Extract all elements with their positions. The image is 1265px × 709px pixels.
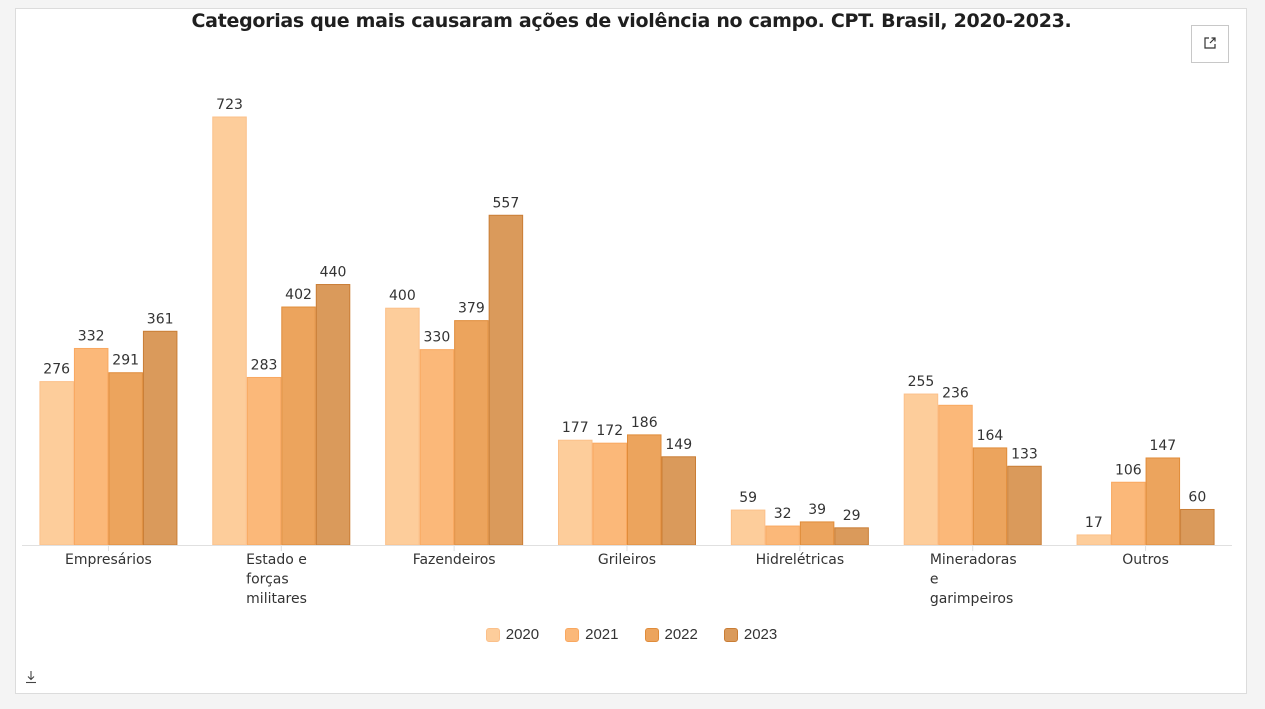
bar-2020[interactable] [903, 393, 939, 546]
bar-2021[interactable] [73, 347, 109, 546]
bar-2020[interactable] [39, 381, 74, 546]
bar-2023[interactable] [315, 284, 351, 546]
data-label: 147 [1149, 438, 1176, 454]
data-label: 60 [1188, 489, 1206, 505]
data-label: 291 [112, 353, 139, 369]
data-label: 172 [596, 423, 623, 439]
bar-2022[interactable] [281, 306, 316, 546]
data-label: 557 [493, 195, 520, 211]
data-label: 276 [43, 362, 70, 378]
bar-2022[interactable] [799, 521, 835, 546]
legend-label: 2022 [664, 626, 698, 643]
legend-label: 2021 [585, 626, 619, 643]
bar-2020[interactable] [385, 307, 420, 546]
category-label: Grileiros [598, 552, 656, 568]
legend-label: 2020 [505, 626, 540, 643]
data-label: 39 [808, 502, 826, 518]
data-label: 17 [1085, 515, 1103, 531]
data-label: 32 [774, 506, 792, 522]
bar-2022[interactable] [1145, 457, 1181, 546]
legend-swatch [485, 627, 500, 642]
data-label: 379 [458, 301, 485, 317]
bar-2021[interactable] [765, 525, 800, 546]
data-label: 402 [285, 287, 312, 303]
legend-item-2021[interactable]: 2021 [565, 626, 619, 643]
category-label: Fazendeiros [413, 552, 496, 568]
data-label: 440 [320, 265, 347, 281]
download-button[interactable] [22, 668, 40, 688]
bar-2023[interactable] [1180, 508, 1215, 546]
bar-2020[interactable] [1076, 534, 1112, 546]
bar-2020[interactable] [558, 439, 593, 546]
expand-button[interactable] [1191, 25, 1229, 63]
bar-2022[interactable] [627, 434, 662, 546]
legend-swatch [565, 627, 580, 642]
bar-2020[interactable] [212, 116, 247, 546]
data-label: 236 [942, 385, 969, 401]
data-label: 283 [251, 357, 278, 373]
legend-item-2022[interactable]: 2022 [644, 626, 698, 643]
legend-item-2023[interactable]: 2023 [723, 626, 778, 643]
legend-swatch [644, 627, 659, 642]
bar-2021[interactable] [938, 404, 973, 546]
category-label: Hidrelétricas [756, 552, 845, 568]
bar-2022[interactable] [972, 447, 1008, 546]
bar-2020[interactable] [730, 509, 766, 546]
data-label: 106 [1115, 462, 1142, 478]
legend: 2020 2021 2022 2023 [0, 626, 1263, 643]
bar-2023[interactable] [661, 456, 696, 546]
bar-2021[interactable] [246, 376, 282, 546]
data-label: 177 [562, 420, 589, 436]
bar-2023[interactable] [488, 214, 524, 546]
data-label: 255 [908, 374, 935, 390]
bar-2022[interactable] [108, 372, 143, 546]
bar-2021[interactable] [419, 349, 455, 546]
bar-2023[interactable] [834, 527, 869, 546]
bar-2022[interactable] [454, 320, 489, 546]
data-label: 59 [739, 490, 757, 506]
external-link-icon [1203, 35, 1217, 54]
bar-2021[interactable] [1111, 481, 1146, 546]
data-label: 29 [843, 508, 861, 524]
chart-title: Categorias que mais causaram ações de vi… [191, 10, 1072, 32]
legend-label: 2023 [743, 626, 778, 643]
data-label: 361 [147, 311, 174, 327]
data-label: 400 [389, 288, 416, 304]
category-label: Estado e forças militares [246, 552, 307, 607]
data-label: 133 [1011, 446, 1038, 462]
category-label: Outros [1122, 552, 1169, 568]
data-label: 149 [665, 437, 692, 453]
data-label: 332 [78, 328, 105, 344]
data-label: 723 [216, 97, 243, 113]
data-label: 186 [631, 415, 658, 431]
category-label: Empresários [65, 552, 152, 568]
bar-chart: 276 332 291 361 723 283 402 440 400 330 379 557 177 1… [22, 97, 1232, 607]
data-label: 330 [424, 330, 451, 346]
data-label: 164 [977, 428, 1004, 444]
bar-2021[interactable] [592, 442, 627, 546]
bar-2023[interactable] [142, 330, 178, 546]
legend-item-2020[interactable]: 2020 [485, 626, 540, 643]
category-label: Mineradoras e garimpeiros [930, 552, 1017, 607]
bar-2023[interactable] [1007, 465, 1042, 546]
legend-swatch [723, 627, 738, 642]
download-icon [25, 669, 37, 688]
